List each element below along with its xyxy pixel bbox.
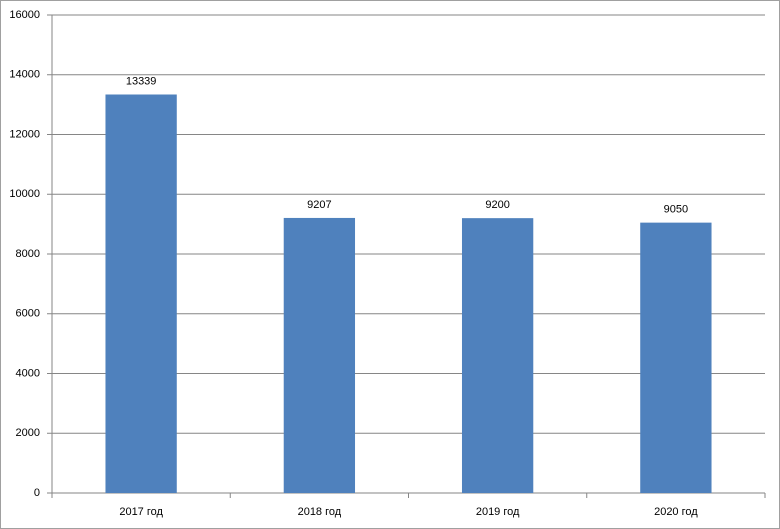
y-tick-label: 0 bbox=[34, 487, 40, 499]
data-label: 9200 bbox=[485, 199, 509, 211]
data-label: 13339 bbox=[126, 75, 157, 87]
data-label: 9207 bbox=[307, 199, 331, 211]
y-tick-label: 14000 bbox=[9, 69, 40, 81]
bar bbox=[640, 222, 712, 493]
x-tick-label: 2017 год bbox=[119, 506, 163, 518]
y-tick-label: 10000 bbox=[9, 188, 40, 200]
bar bbox=[461, 218, 534, 493]
x-tick-label: 2019 год bbox=[476, 506, 520, 518]
y-tick-label: 2000 bbox=[16, 427, 40, 439]
y-tick-label: 16000 bbox=[9, 9, 40, 21]
y-tick-label: 4000 bbox=[16, 367, 40, 379]
bar bbox=[283, 217, 356, 494]
data-label: 9050 bbox=[664, 204, 688, 216]
x-tick-label: 2018 год bbox=[298, 506, 342, 518]
y-tick-label: 8000 bbox=[16, 248, 40, 260]
y-tick-label: 6000 bbox=[16, 308, 40, 320]
y-tick-label: 12000 bbox=[9, 128, 40, 140]
bar bbox=[105, 94, 177, 493]
x-tick-label: 2020 год bbox=[654, 506, 698, 518]
